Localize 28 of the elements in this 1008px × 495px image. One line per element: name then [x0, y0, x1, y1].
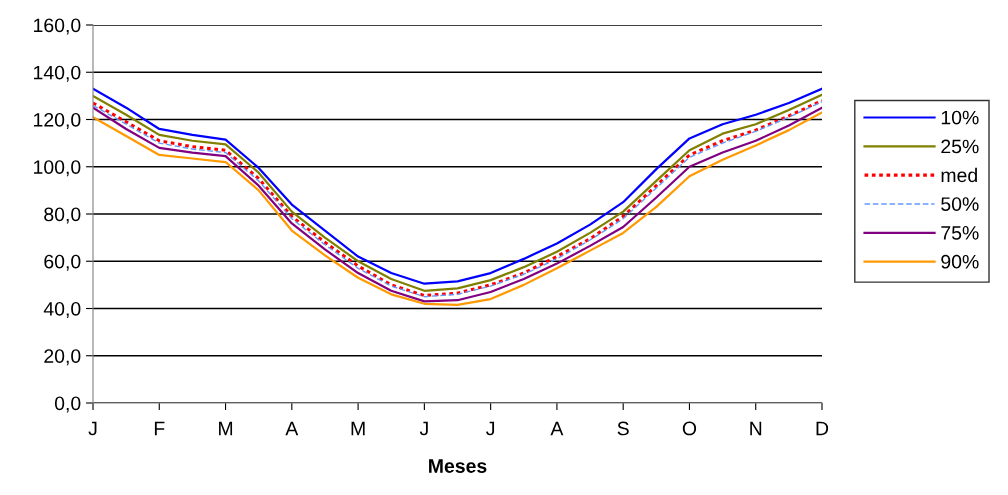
y-tick-label: 100,0 [34, 160, 81, 177]
y-tick-label: 140,0 [34, 65, 81, 82]
x-tick-label: A [285, 421, 299, 436]
x-tick-label: J [486, 421, 495, 436]
legend-label: med [941, 167, 977, 183]
y-tick-label: 120,0 [34, 112, 81, 130]
x-tick-label: M [219, 421, 233, 436]
y-tick-label: 20,0 [44, 349, 81, 366]
x-tick-label: F [154, 421, 165, 436]
x-tick-label: J [419, 421, 428, 436]
x-tick-label: M [351, 421, 365, 436]
y-tick-label: 160,0 [34, 18, 81, 35]
x-tick-label: J [88, 421, 97, 436]
x-tick-label: O [682, 421, 697, 436]
y-tick-label: 80,0 [44, 207, 81, 224]
legend-label: 25% [941, 139, 979, 154]
y-tick-label: 40,0 [43, 301, 81, 319]
x-tick-label: S [617, 421, 629, 436]
legend-label: 50% [941, 197, 979, 211]
x-tick-label: A [550, 421, 564, 436]
x-axis-title: Meses [429, 459, 487, 473]
x-tick-label: N [750, 421, 762, 436]
y-tick-label: 60,0 [44, 254, 81, 271]
legend-label: 75% [941, 226, 979, 240]
legend-label: 10% [941, 110, 979, 125]
legend-label: 90% [941, 254, 979, 269]
x-tick-label: D [816, 421, 829, 436]
y-tick-label: 0,0 [54, 396, 81, 413]
